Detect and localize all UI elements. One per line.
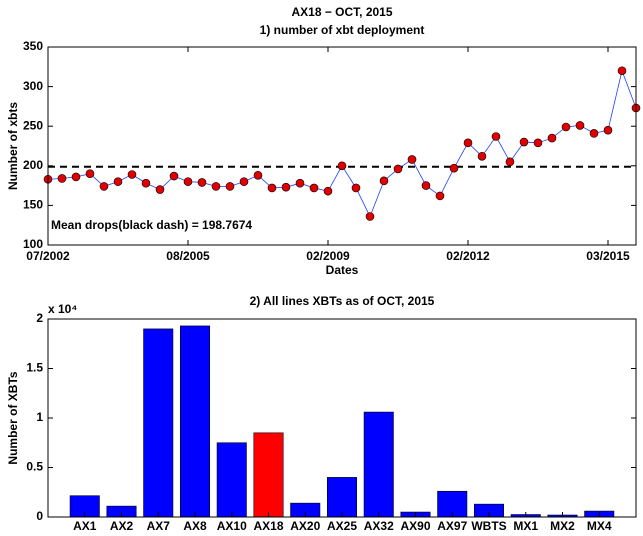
y-tick-label: 100 [23, 237, 43, 251]
x-tick-label: MX1 [513, 519, 538, 533]
data-point [211, 182, 221, 191]
data-point [463, 138, 473, 148]
chart-title: 2) All lines XBTs as of OCT, 2015 [250, 294, 435, 308]
x-tick-label: 02/2009 [306, 249, 350, 263]
data-point [603, 125, 613, 135]
data-point [225, 182, 235, 191]
x-tick-label: AX20 [290, 519, 320, 533]
data-point [491, 132, 501, 141]
y-tick-label: 250 [23, 118, 43, 132]
data-line [47, 69, 637, 218]
data-point [337, 161, 347, 171]
x-tick-label: AX1 [73, 519, 97, 533]
data-point [85, 169, 95, 179]
y-tick-label: 0.5 [26, 460, 43, 474]
x-axis-label: Dates [326, 263, 359, 277]
x-tick-label: MX2 [550, 519, 575, 533]
x-tick-label: AX2 [110, 519, 134, 533]
x-tick-label: MX4 [587, 519, 612, 533]
y-tick-label: 1.5 [26, 361, 43, 375]
axes-frame [47, 318, 637, 518]
y-tick-label: 0 [36, 509, 43, 523]
data-point [421, 181, 431, 190]
data-point [169, 171, 179, 181]
data-point [617, 66, 627, 76]
x-tick-label: AX18 [253, 519, 283, 533]
y-exponent-label: x 10⁴ [48, 302, 77, 316]
bar [180, 325, 211, 518]
bar [363, 411, 394, 518]
data-point [253, 171, 263, 180]
x-tick-label: 07/2002 [26, 249, 70, 263]
data-point [519, 137, 529, 147]
data-point [57, 174, 67, 183]
data-point [379, 176, 389, 186]
x-tick-label: AX10 [217, 519, 247, 533]
y-tick-label: 1 [36, 410, 43, 424]
x-tick-label: AX97 [437, 519, 467, 533]
x-tick-label: AX8 [183, 519, 207, 533]
data-point [239, 177, 249, 186]
y-tick-label: 2 [36, 311, 43, 325]
y-tick-label: 200 [23, 158, 43, 172]
x-tick-label: AX90 [400, 519, 430, 533]
data-point [589, 129, 599, 138]
data-point [309, 183, 319, 193]
data-point [365, 212, 375, 221]
data-point [113, 177, 123, 186]
axes-frame [47, 46, 637, 246]
data-point [505, 157, 515, 167]
x-tick-label: AX25 [327, 519, 357, 533]
data-point [533, 138, 543, 148]
x-tick-label: 03/2015 [586, 249, 630, 263]
annotation: Mean drops(black dash) = 198.7674 [51, 218, 252, 232]
data-point [477, 151, 487, 161]
data-point [99, 182, 109, 191]
x-tick-label: 08/2005 [166, 249, 210, 263]
y-axis-label: Number of xbts [6, 102, 20, 190]
data-point [127, 170, 137, 179]
data-point [351, 183, 361, 193]
x-tick-label: WBTS [471, 519, 506, 533]
data-point [141, 178, 151, 188]
data-point [449, 163, 459, 173]
x-tick-label: 02/2012 [446, 249, 490, 263]
data-point [323, 186, 333, 196]
data-point [561, 122, 571, 132]
x-tick-label: AX7 [147, 519, 171, 533]
data-point [281, 182, 291, 192]
data-point [183, 177, 193, 186]
bar [253, 432, 284, 518]
data-point [267, 183, 277, 193]
data-point [197, 178, 207, 187]
data-point [547, 133, 557, 143]
y-tick-label: 350 [23, 39, 43, 53]
chart-subtitle: 1) number of xbt deployment [260, 23, 425, 37]
data-point [155, 185, 165, 194]
chart-title: AX18 − OCT, 2015 [291, 5, 392, 19]
data-point [575, 121, 585, 130]
bar [326, 477, 357, 518]
data-point [435, 191, 445, 201]
bar [216, 442, 247, 518]
x-tick-label: AX32 [364, 519, 394, 533]
y-tick-label: 150 [23, 198, 43, 212]
bar [143, 328, 174, 518]
y-tick-label: 300 [23, 79, 43, 93]
data-point [407, 155, 417, 164]
data-point [71, 172, 81, 182]
y-axis-label: Number of XBTs [6, 371, 20, 464]
data-point [393, 164, 403, 174]
data-point [295, 178, 305, 188]
